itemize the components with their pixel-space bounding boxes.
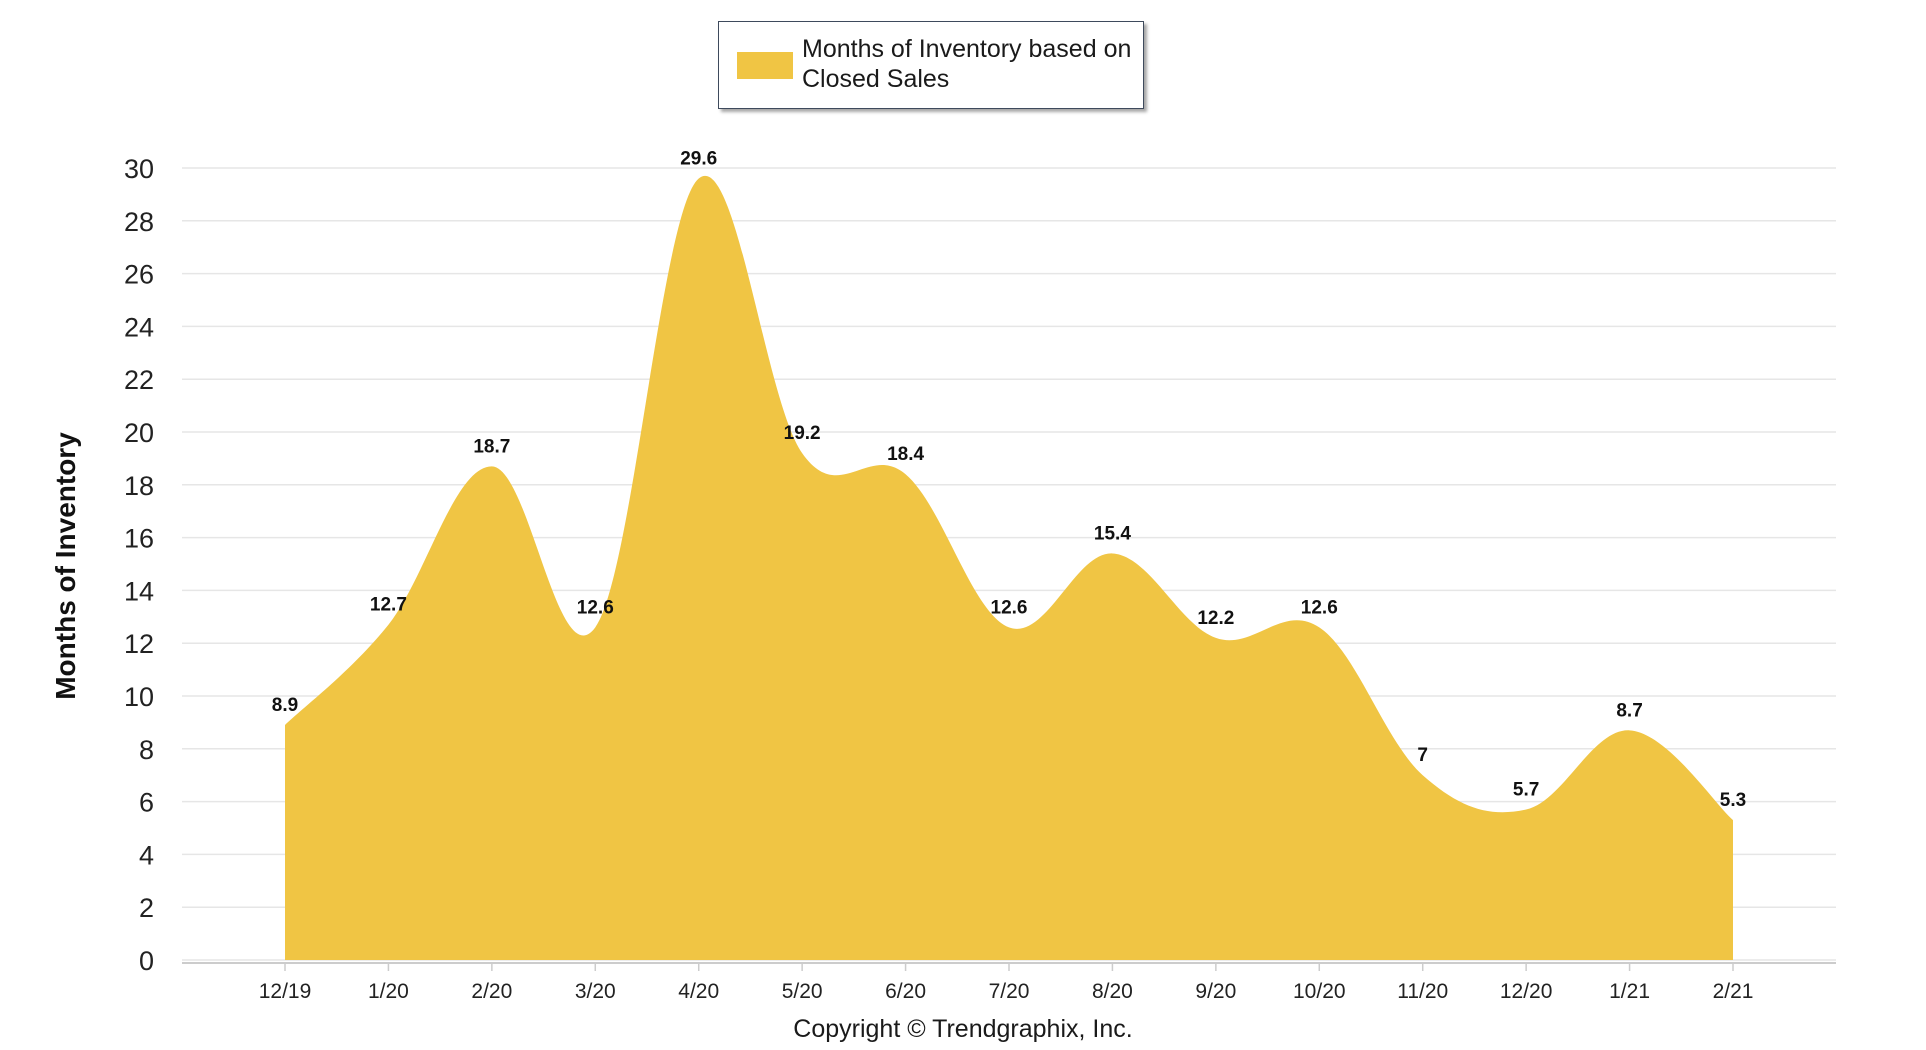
x-tick-label: 9/20 xyxy=(1195,980,1236,1003)
data-label: 8.7 xyxy=(1616,700,1642,721)
data-label: 18.4 xyxy=(887,444,924,465)
x-tick-label: 1/21 xyxy=(1609,980,1650,1003)
x-tick-label: 2/21 xyxy=(1713,980,1754,1003)
x-tick-label: 2/20 xyxy=(471,980,512,1003)
data-label: 12.6 xyxy=(991,597,1028,618)
x-tick-label: 10/20 xyxy=(1293,980,1346,1003)
y-tick-label: 16 xyxy=(124,524,154,554)
y-tick-label: 2 xyxy=(139,893,154,923)
data-label: 12.7 xyxy=(370,595,407,616)
y-tick-label: 24 xyxy=(124,312,154,342)
legend: Months of Inventory based on Closed Sale… xyxy=(718,21,1144,109)
y-tick-label: 10 xyxy=(124,682,154,712)
y-tick-label: 18 xyxy=(124,471,154,501)
y-tick-label: 14 xyxy=(124,576,154,606)
data-label: 12.2 xyxy=(1197,608,1234,629)
x-tick-label: 3/20 xyxy=(575,980,616,1003)
area-series xyxy=(285,175,1733,960)
x-tick-label: 12/20 xyxy=(1500,980,1553,1003)
data-label: 8.9 xyxy=(272,695,298,716)
legend-swatch xyxy=(737,52,793,79)
y-tick-label: 4 xyxy=(139,840,154,870)
x-tick-label: 12/19 xyxy=(259,980,312,1003)
area-series-fill xyxy=(285,175,1733,960)
x-tick-label: 11/20 xyxy=(1397,980,1448,1003)
legend-label: Months of Inventory based on Closed Sale… xyxy=(802,35,1132,93)
data-label: 5.3 xyxy=(1720,790,1746,811)
y-tick-label: 8 xyxy=(139,735,154,765)
y-tick-label: 28 xyxy=(124,207,154,237)
y-tick-label: 22 xyxy=(124,365,154,395)
y-tick-label: 6 xyxy=(139,788,154,818)
x-tick-label: 6/20 xyxy=(885,980,926,1003)
y-tick-label: 26 xyxy=(124,260,154,290)
y-tick-label: 12 xyxy=(124,629,154,659)
x-tick-label: 7/20 xyxy=(989,980,1030,1003)
data-label: 29.6 xyxy=(680,149,717,170)
data-label: 19.2 xyxy=(784,423,821,444)
x-tick-label: 1/20 xyxy=(368,980,409,1003)
data-label: 7 xyxy=(1417,745,1428,766)
x-tick-label: 8/20 xyxy=(1092,980,1133,1003)
data-labels: 8.9 12.7 18.7 12.6 29.6 19.2 18.4 12.6 15.4 12.2 1… xyxy=(272,149,1746,812)
data-label: 5.7 xyxy=(1513,780,1539,801)
x-tick-label: 4/20 xyxy=(678,980,719,1003)
data-label: 12.6 xyxy=(577,597,614,618)
data-label: 12.6 xyxy=(1301,597,1338,618)
y-tick-label: 20 xyxy=(124,418,154,448)
y-tick-label: 30 xyxy=(124,154,154,184)
copyright-text: Copyright © Trendgraphix, Inc. xyxy=(793,1015,1133,1043)
y-axis-label: Months of Inventory xyxy=(50,432,81,700)
data-label: 18.7 xyxy=(473,436,510,457)
y-tick-label: 0 xyxy=(139,946,154,976)
x-tick-label: 5/20 xyxy=(782,980,823,1003)
data-label: 15.4 xyxy=(1094,523,1131,544)
